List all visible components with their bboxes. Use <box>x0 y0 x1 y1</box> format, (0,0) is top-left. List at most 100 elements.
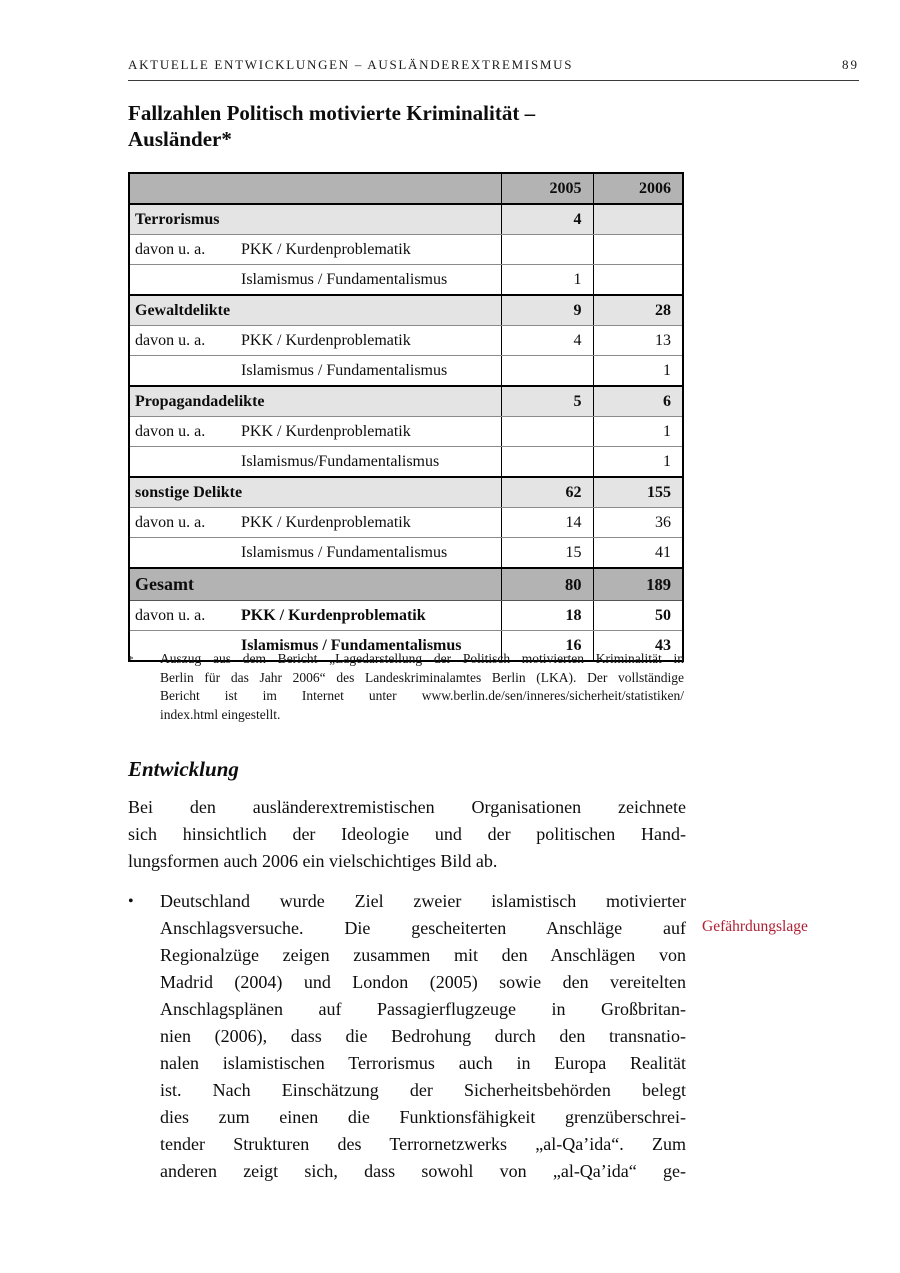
bullet-text: Deutschland wurde Ziel zweier islamistis… <box>160 888 686 1185</box>
row-value-2005: 16 <box>500 630 593 662</box>
text-line: Deutschland wurde Ziel zweier islamistis… <box>160 891 686 911</box>
row-value-2005: 4 <box>500 203 593 235</box>
document-title-line2: Ausländer* <box>128 127 232 151</box>
row-category-label: Terrorismus <box>129 203 501 235</box>
text-line: Bei den ausländerextremistischen Organis… <box>128 797 686 817</box>
text-line: Auszug aus dem Bericht „Lagedarstellung … <box>160 651 684 666</box>
row-label: PKK / Kurdenproblematik <box>241 325 501 356</box>
text-line: index.html eingestellt. <box>160 706 281 722</box>
table-row: Islamismus / Fundamentalismus 16 43 <box>129 630 683 662</box>
row-prefix: davon u. a. <box>129 325 241 356</box>
table-row: Gesamt 80 189 <box>129 567 683 601</box>
table-row: davon u. a. PKK / Kurdenproblematik 4 13 <box>129 325 683 356</box>
row-label: PKK / Kurdenproblematik <box>241 507 501 538</box>
table-row: Propagandadelikte 5 6 <box>129 385 683 417</box>
row-value-2006 <box>592 234 683 265</box>
row-value-2006 <box>592 203 683 235</box>
row-prefix: davon u. a. <box>129 507 241 538</box>
pmk-table-body: Terrorismus 4 davon u. a. PKK / Kurdenprobl… <box>129 203 683 662</box>
row-prefix: davon u. a. <box>129 234 241 265</box>
text-line: tender Strukturen des Terrornetzwerks „a… <box>160 1134 686 1154</box>
table-row: Islamismus / Fundamentalismus 15 41 <box>129 537 683 569</box>
row-value-2006: 189 <box>592 567 683 601</box>
row-value-2006: 13 <box>592 325 683 356</box>
table-row: sonstige Delikte 62 155 <box>129 476 683 508</box>
row-value-2006: 1 <box>592 355 683 387</box>
row-prefix <box>129 630 241 662</box>
text-line: nalen islamistischen Terrorismus auch in… <box>160 1053 686 1073</box>
row-value-2006 <box>592 264 683 296</box>
table-row: Gewaltdelikte 9 28 <box>129 294 683 326</box>
row-value-2006: 1 <box>592 446 683 478</box>
row-label: Islamismus / Fundamentalismus <box>241 630 501 662</box>
text-line: Bericht ist im Internet unter www.berlin… <box>160 688 684 703</box>
table-header-year-2005: 2005 <box>500 173 593 205</box>
row-value-2005 <box>500 234 593 265</box>
table-row: davon u. a. PKK / Kurdenproblematik 14 36 <box>129 507 683 538</box>
row-value-2005: 1 <box>500 264 593 296</box>
row-value-2006: 6 <box>592 385 683 417</box>
row-value-2006: 41 <box>592 537 683 569</box>
row-value-2006: 50 <box>592 600 683 631</box>
row-value-2006: 155 <box>592 476 683 508</box>
table-row: Terrorismus 4 <box>129 203 683 235</box>
bullet-marker-icon: • <box>128 893 134 910</box>
text-line: Anschlagsversuche. Die gescheiterten Ans… <box>160 918 686 938</box>
row-label: Islamismus/Fundamentalismus <box>241 446 501 478</box>
page-header: AKTUELLE ENTWICKLUNGEN – AUSLÄNDEREXTREM… <box>128 57 859 81</box>
text-line: sich hinsichtlich der Ideologie und der … <box>128 824 686 844</box>
row-value-2005 <box>500 446 593 478</box>
row-value-2005: 5 <box>500 385 593 417</box>
table-row: davon u. a. PKK / Kurdenproblematik 18 50 <box>129 600 683 631</box>
row-prefix: davon u. a. <box>129 600 241 631</box>
row-value-2005: 80 <box>500 567 593 601</box>
row-label: Islamismus / Fundamentalismus <box>241 537 501 569</box>
footnote-marker: * <box>128 654 134 666</box>
footnote: * Auszug aus dem Bericht „Lagedarstellun… <box>128 650 684 724</box>
row-prefix <box>129 446 241 478</box>
text-line: ist. Nach Einschätzung der Sicherheitsbe… <box>160 1080 686 1100</box>
document-title: Fallzahlen Politisch motivierte Kriminal… <box>128 100 688 152</box>
page-number: 89 <box>842 57 859 72</box>
footnote-text: Auszug aus dem Bericht „Lagedarstellung … <box>160 650 684 724</box>
row-prefix <box>129 355 241 387</box>
row-prefix: davon u. a. <box>129 416 241 447</box>
intro-paragraph: Bei den ausländerextremistischen Organis… <box>128 794 686 875</box>
row-label: PKK / Kurdenproblematik <box>241 416 501 447</box>
row-label: PKK / Kurdenproblematik <box>241 234 501 265</box>
row-prefix <box>129 537 241 569</box>
table-row: Islamismus / Fundamentalismus 1 <box>129 355 683 387</box>
pmk-statistics-table: 2005 2006 Terrorismus 4 davon u. a. PKK / K… <box>128 172 684 662</box>
row-value-2005: 18 <box>500 600 593 631</box>
text-line: lungsformen auch 2006 ein vielschichtige… <box>128 851 498 871</box>
row-prefix <box>129 264 241 296</box>
table-row: davon u. a. PKK / Kurdenproblematik 1 <box>129 416 683 447</box>
section-heading: Entwicklung <box>128 757 239 781</box>
text-line: dies zum einen die Funktionsfähigkeit gr… <box>160 1107 686 1127</box>
row-label: Islamismus / Fundamentalismus <box>241 355 501 387</box>
running-header-title: AKTUELLE ENTWICKLUNGEN – AUSLÄNDEREXTREM… <box>128 57 574 72</box>
bullet-item: • Deutschland wurde Ziel zweier islamist… <box>128 888 686 1185</box>
row-value-2005 <box>500 416 593 447</box>
table-header-row: 2005 2006 <box>129 173 683 205</box>
text-line: nien (2006), dass die Bedrohung durch de… <box>160 1026 686 1046</box>
row-value-2006: 28 <box>592 294 683 326</box>
table-row: Islamismus / Fundamentalismus 1 <box>129 264 683 296</box>
text-line: anderen zeigt sich, dass sowohl von „al-… <box>160 1161 686 1181</box>
text-line: Madrid (2004) und London (2005) sowie de… <box>160 972 686 992</box>
document-title-line1: Fallzahlen Politisch motivierte Kriminal… <box>128 101 536 125</box>
row-value-2005: 9 <box>500 294 593 326</box>
table-row: davon u. a. PKK / Kurdenproblematik <box>129 234 683 265</box>
row-value-2005: 62 <box>500 476 593 508</box>
row-label: PKK / Kurdenproblematik <box>241 600 501 631</box>
row-value-2005 <box>500 355 593 387</box>
row-value-2006: 1 <box>592 416 683 447</box>
row-value-2006: 36 <box>592 507 683 538</box>
row-category-label: Propagandadelikte <box>129 385 501 417</box>
row-value-2005: 4 <box>500 325 593 356</box>
row-value-2005: 14 <box>500 507 593 538</box>
margin-note: Gefährdungslage <box>702 918 808 935</box>
text-line: Anschlagsplänen auf Passagierflugzeuge i… <box>160 999 686 1019</box>
text-line: Regionalzüge zeigen zusammen mit den Ans… <box>160 945 686 965</box>
